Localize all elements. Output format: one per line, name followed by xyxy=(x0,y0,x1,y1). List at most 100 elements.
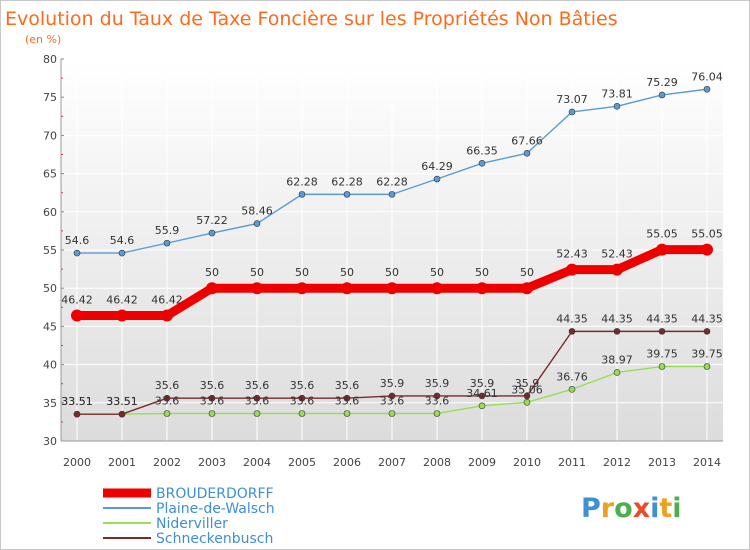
data-point xyxy=(478,402,486,410)
x-tick-label: 2004 xyxy=(243,456,271,469)
data-label: 54.6 xyxy=(65,234,90,247)
x-tick-label: 2014 xyxy=(693,456,721,469)
data-point xyxy=(251,282,263,295)
data-label: 33.6 xyxy=(245,394,270,407)
y-tick-label: 60 xyxy=(43,206,57,219)
y-tick-label: 65 xyxy=(43,168,57,181)
x-tick-label: 2001 xyxy=(108,456,136,469)
data-label: 44.35 xyxy=(691,312,723,325)
legend-label: Niderviller xyxy=(156,516,228,532)
data-point xyxy=(71,309,83,322)
data-label: 35.6 xyxy=(155,379,180,392)
data-label: 52.43 xyxy=(556,248,588,261)
data-label: 33.6 xyxy=(380,394,405,407)
data-label: 35.6 xyxy=(245,379,270,392)
data-point xyxy=(433,175,441,183)
data-label: 55.9 xyxy=(155,224,180,237)
x-tick-label: 2008 xyxy=(423,456,451,469)
data-point xyxy=(613,102,621,110)
logo-letter: t xyxy=(659,493,672,524)
y-tick-label: 80 xyxy=(43,53,57,66)
data-label: 35.6 xyxy=(290,379,315,392)
y-tick-label: 75 xyxy=(43,91,57,104)
data-label: 55.05 xyxy=(646,228,678,241)
data-point xyxy=(478,392,486,400)
x-tick-label: 2005 xyxy=(288,456,316,469)
data-label: 35.06 xyxy=(511,383,543,396)
y-tick-label: 70 xyxy=(43,129,57,142)
data-label: 33.51 xyxy=(106,395,138,408)
data-label: 50 xyxy=(205,266,219,279)
data-point xyxy=(433,410,441,417)
data-point xyxy=(523,399,531,406)
data-point xyxy=(163,410,171,417)
y-tick-label: 55 xyxy=(43,244,57,257)
legend-label: Plaine-de-Walsch xyxy=(156,501,275,517)
x-tick-label: 2013 xyxy=(648,456,676,469)
data-label: 57.22 xyxy=(196,214,228,227)
data-point xyxy=(566,263,578,276)
data-label: 73.81 xyxy=(601,87,633,100)
data-point xyxy=(613,369,621,376)
axes: 30 35 40 45 50 55 60 65 70 75 80 2000 2001 2002 2003 20… xyxy=(43,53,723,469)
x-tick-label: 2003 xyxy=(198,456,226,469)
data-label: 58.46 xyxy=(241,205,273,218)
data-point xyxy=(523,149,531,157)
data-point xyxy=(476,282,488,295)
data-label: 50 xyxy=(340,266,354,279)
data-point xyxy=(253,410,261,417)
data-point xyxy=(116,309,128,322)
data-point xyxy=(388,392,396,400)
data-point xyxy=(298,410,306,417)
data-label: 35.9 xyxy=(515,377,540,390)
data-point xyxy=(206,282,218,295)
data-label: 38.97 xyxy=(601,353,633,366)
data-label: 55.05 xyxy=(691,228,723,241)
gridlines xyxy=(61,58,723,442)
data-point xyxy=(343,191,351,198)
data-point xyxy=(658,91,666,99)
data-label: 35.6 xyxy=(200,379,225,392)
data-point xyxy=(343,410,351,417)
data-point xyxy=(253,394,261,402)
data-point xyxy=(73,249,81,257)
data-label: 54.6 xyxy=(110,234,135,247)
data-point xyxy=(388,410,396,417)
data-label: 35.9 xyxy=(380,377,405,390)
x-tick-label: 2006 xyxy=(333,456,361,469)
data-point xyxy=(658,363,666,370)
data-point xyxy=(568,328,576,335)
legend-label: BROUDERDORFF xyxy=(156,486,274,502)
y-tick-label: 45 xyxy=(43,320,57,333)
data-point xyxy=(118,249,126,257)
chart-title: Evolution du Taux de Taxe Foncière sur l… xyxy=(5,8,618,30)
x-tick-label: 2009 xyxy=(468,456,496,469)
data-label: 50 xyxy=(430,266,444,279)
data-point xyxy=(208,229,216,237)
data-label: 35.6 xyxy=(335,379,360,392)
x-tick-label: 2011 xyxy=(558,456,586,469)
data-label: 66.35 xyxy=(466,144,498,157)
y-tick-label: 50 xyxy=(43,282,57,295)
data-label: 33.51 xyxy=(61,395,93,408)
data-point xyxy=(611,263,623,276)
x-tick-label: 2000 xyxy=(63,456,91,469)
data-point xyxy=(341,282,353,295)
data-point xyxy=(73,410,81,418)
data-point xyxy=(521,282,533,295)
data-point xyxy=(208,394,216,402)
data-point xyxy=(208,410,216,417)
data-point xyxy=(296,282,308,295)
data-point xyxy=(656,243,668,256)
data-label: 52.43 xyxy=(601,248,633,261)
logo-letter: o xyxy=(614,493,633,524)
legend-label: Schneckenbusch xyxy=(156,531,273,547)
data-point xyxy=(433,392,441,400)
data-point xyxy=(388,191,396,198)
data-point xyxy=(118,410,126,418)
y-tick-label: 30 xyxy=(43,435,57,448)
data-label: 33.6 xyxy=(155,394,180,407)
x-tick-label: 2002 xyxy=(153,456,181,469)
data-point xyxy=(523,392,531,400)
